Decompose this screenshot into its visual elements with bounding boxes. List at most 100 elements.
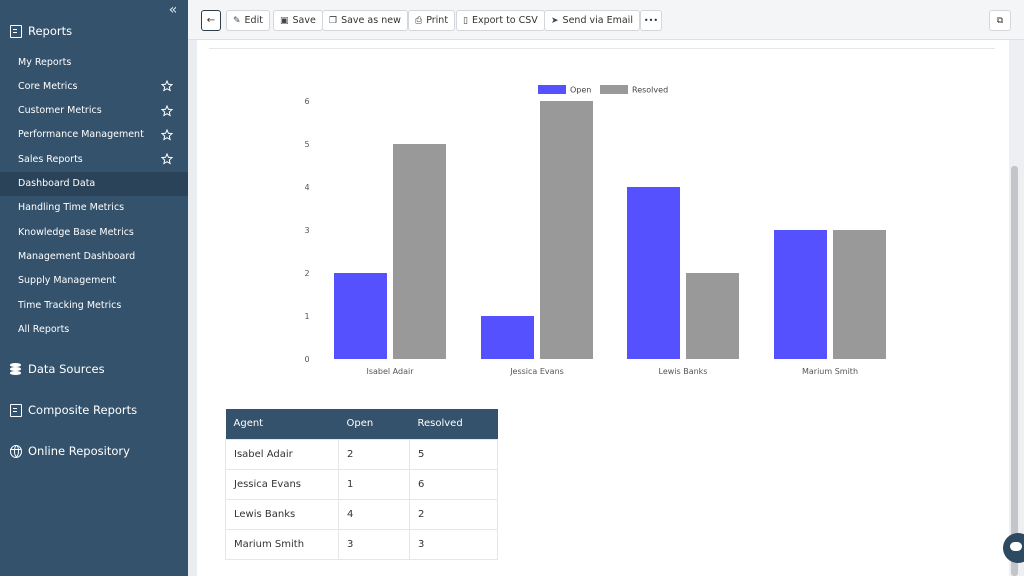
- print-button[interactable]: ⎙ Print: [408, 10, 456, 31]
- sidebar-item-management-dashboard[interactable]: Management Dashboard: [0, 244, 188, 268]
- composite-reports-heading[interactable]: Composite Reports: [10, 403, 137, 417]
- sidebar-item-label: Core Metrics: [18, 80, 78, 92]
- sidebar-item-my-reports[interactable]: My Reports: [0, 50, 188, 74]
- edit-label: Edit: [244, 15, 263, 26]
- legend-label-resolved: Resolved: [632, 86, 668, 95]
- sidebar-item-performance-management[interactable]: Performance Management: [0, 123, 188, 147]
- open-cell: 1: [338, 468, 410, 500]
- sidebar-item-core-metrics[interactable]: Core Metrics: [0, 74, 188, 98]
- bar-open-marium-smith[interactable]: [774, 230, 827, 359]
- bar-open-isabel-adair[interactable]: [334, 273, 387, 359]
- sidebar-item-all-reports[interactable]: All Reports: [0, 317, 188, 341]
- scrollbar-thumb[interactable]: [1011, 166, 1018, 576]
- x-tick-label: Marium Smith: [802, 367, 858, 376]
- sidebar-item-label: Management Dashboard: [18, 250, 136, 262]
- sidebar-item-label: Sales Reports: [18, 153, 83, 165]
- y-tick-label: 6: [304, 97, 309, 106]
- document-icon: [10, 24, 22, 38]
- pin-icon[interactable]: [161, 80, 173, 92]
- floppy-disk-icon: ▣: [280, 15, 289, 26]
- resolved-cell: 6: [409, 468, 498, 500]
- edit-button[interactable]: ✎ Edit: [226, 10, 270, 31]
- toolbar: ← ✎ Edit ▣ Save ❐ Save as new ⎙ Print ▯ Expor…: [188, 0, 1024, 40]
- printer-icon: ⎙: [415, 15, 423, 26]
- sidebar: « Reports My Reports Core Metrics Customer…: [0, 0, 188, 576]
- bar-resolved-lewis-banks[interactable]: [686, 273, 739, 359]
- y-tick-label: 4: [304, 183, 309, 192]
- database-icon: [10, 362, 22, 376]
- pin-icon[interactable]: [161, 128, 173, 141]
- more-options-button[interactable]: •••: [640, 10, 662, 31]
- sidebar-item-label: My Reports: [18, 56, 72, 68]
- sidebar-item-handling-time-metrics[interactable]: Handling Time Metrics: [0, 196, 188, 220]
- agent-cell: Jessica Evans: [225, 468, 339, 500]
- data-sources-heading[interactable]: Data Sources: [10, 362, 105, 376]
- x-tick-label: Lewis Banks: [659, 367, 708, 376]
- double-chevron-left-icon[interactable]: «: [168, 2, 178, 18]
- open-external-button[interactable]: ⧉: [989, 10, 1011, 31]
- pin-icon[interactable]: [161, 104, 173, 117]
- sidebar-item-dashboard-data[interactable]: Dashboard Data: [0, 171, 188, 196]
- open-cell: 2: [338, 438, 410, 470]
- agent-cell: Isabel Adair: [225, 438, 339, 470]
- globe-icon: [10, 444, 22, 458]
- data-sources-label: Data Sources: [28, 362, 105, 376]
- bar-resolved-marium-smith[interactable]: [833, 230, 886, 359]
- column-header-agent: Agent: [225, 409, 339, 439]
- sidebar-item-knowledge-base-metrics[interactable]: Knowledge Base Metrics: [0, 220, 188, 244]
- file-icon: ▯: [463, 15, 468, 26]
- external-edit-icon: ⧉: [996, 15, 1004, 26]
- sidebar-item-customer-metrics[interactable]: Customer Metrics: [0, 99, 188, 123]
- reports-heading-label: Reports: [28, 24, 73, 38]
- send-email-button[interactable]: ➤ Send via Email: [544, 10, 640, 31]
- pin-icon[interactable]: [161, 153, 173, 165]
- open-cell: 3: [338, 528, 410, 560]
- send-email-label: Send via Email: [562, 15, 633, 26]
- bar-resolved-jessica-evans[interactable]: [540, 101, 593, 359]
- resolved-cell: 5: [409, 438, 498, 470]
- save-as-new-label: Save as new: [341, 15, 401, 26]
- sidebar-item-label: All Reports: [18, 323, 70, 335]
- bar-resolved-isabel-adair[interactable]: [393, 144, 446, 359]
- paper-plane-icon: ➤: [551, 15, 559, 26]
- sidebar-item-sales-reports[interactable]: Sales Reports: [0, 147, 188, 171]
- legend-swatch-resolved[interactable]: [600, 85, 628, 94]
- y-tick-label: 5: [304, 140, 309, 149]
- column-header-resolved: Resolved: [409, 409, 498, 439]
- bar-open-lewis-banks[interactable]: [627, 187, 680, 359]
- back-button[interactable]: ←: [201, 10, 221, 31]
- bar-open-jessica-evans[interactable]: [481, 316, 534, 359]
- divider: [209, 48, 995, 49]
- table-row: Isabel Adair 2 5: [225, 438, 498, 470]
- chat-support-icon[interactable]: [1003, 533, 1024, 563]
- table-row: Jessica Evans 1 6: [225, 468, 498, 500]
- resolved-cell: 3: [409, 528, 498, 560]
- x-tick-label: Isabel Adair: [366, 367, 414, 376]
- legend-label-open: Open: [570, 86, 591, 95]
- sidebar-item-supply-management[interactable]: Supply Management: [0, 269, 188, 293]
- table-row: Marium Smith 3 3: [225, 528, 498, 560]
- online-repository-heading[interactable]: Online Repository: [10, 444, 130, 458]
- edit-icon: ✎: [233, 15, 241, 26]
- column-header-open: Open: [338, 409, 410, 439]
- agent-table: Agent Open Resolved Isabel Adair 2 5 Jes…: [225, 409, 498, 560]
- copy-icon: ❐: [329, 15, 338, 26]
- sidebar-item-time-tracking-metrics[interactable]: Time Tracking Metrics: [0, 293, 188, 317]
- composite-reports-label: Composite Reports: [28, 403, 138, 417]
- sidebar-item-label: Supply Management: [18, 275, 116, 287]
- open-cell: 4: [338, 498, 410, 530]
- save-as-new-button[interactable]: ❐ Save as new: [322, 10, 408, 31]
- arrow-left-icon: ←: [206, 15, 216, 26]
- legend-swatch-open[interactable]: [538, 85, 566, 94]
- y-tick-label: 3: [304, 226, 309, 235]
- export-csv-button[interactable]: ▯ Export to CSV: [456, 10, 545, 31]
- sidebar-item-label: Customer Metrics: [18, 105, 102, 117]
- reports-heading[interactable]: Reports: [10, 24, 72, 38]
- y-tick-label: 2: [304, 269, 309, 278]
- more-dots-icon: •••: [643, 16, 659, 25]
- y-tick-label: 1: [304, 312, 309, 321]
- table-header-row: Agent Open Resolved: [225, 409, 498, 439]
- sidebar-item-label: Dashboard Data: [18, 178, 96, 189]
- composite-document-icon: [10, 403, 22, 417]
